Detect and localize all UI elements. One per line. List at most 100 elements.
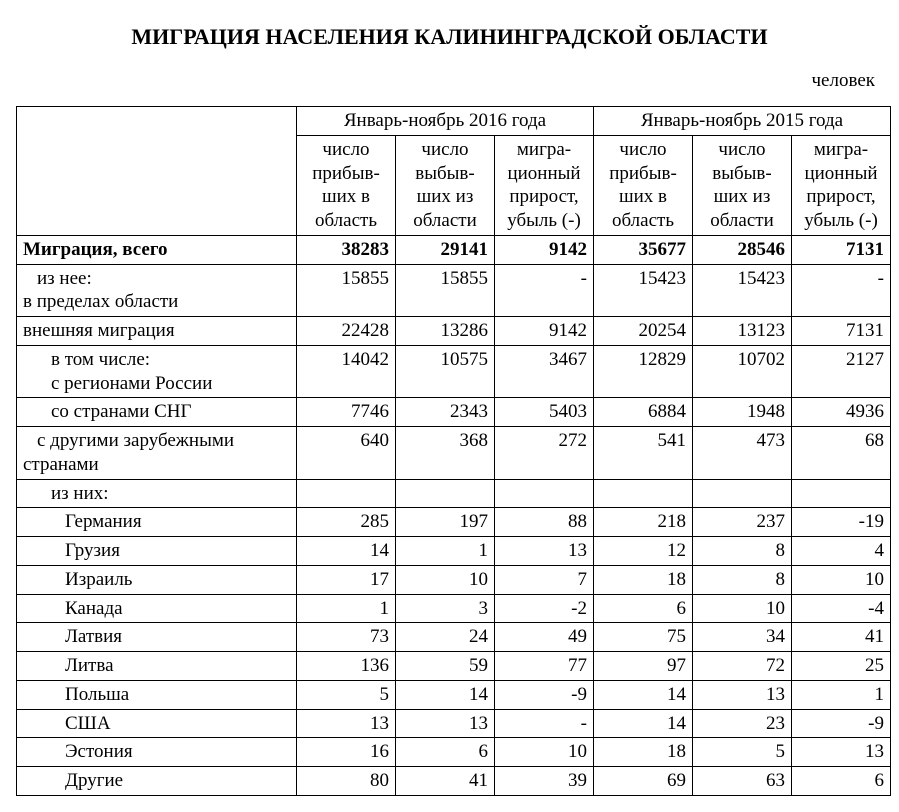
cell-d15: 28546 xyxy=(693,235,792,264)
cell-a15: 75 xyxy=(594,623,693,652)
cell-n15: -19 xyxy=(792,508,891,537)
cell-n16: 39 xyxy=(495,767,594,796)
cell-n16: 77 xyxy=(495,652,594,681)
cell-d15: 23 xyxy=(693,709,792,738)
cell-a15: 6 xyxy=(594,594,693,623)
row-label: Канада xyxy=(17,594,297,623)
table-row: Другие80413969636 xyxy=(17,767,891,796)
cell-d16: 10 xyxy=(396,565,495,594)
cell-a16: 5 xyxy=(297,680,396,709)
header-period-2016: Январь-ноябрь 2016 года xyxy=(297,107,594,136)
table-row: США1313-1423-9 xyxy=(17,709,891,738)
cell-a16: 13 xyxy=(297,709,396,738)
cell-n15: 6 xyxy=(792,767,891,796)
cell-a15: 35677 xyxy=(594,235,693,264)
table-row: из них: xyxy=(17,479,891,508)
cell-a15: 6884 xyxy=(594,398,693,427)
cell-n16: 7 xyxy=(495,565,594,594)
table-row: Польша514-914131 xyxy=(17,680,891,709)
cell-d16: 15855 xyxy=(396,264,495,317)
cell-d16: 6 xyxy=(396,738,495,767)
cell-a16: 136 xyxy=(297,652,396,681)
cell-d16: 13286 xyxy=(396,317,495,346)
cell-a16: 1 xyxy=(297,594,396,623)
header-departures-2015: число выбыв-ших из области xyxy=(693,135,792,235)
row-label: в том числе:с регионами России xyxy=(17,345,297,398)
cell-a16: 22428 xyxy=(297,317,396,346)
cell-a16: 640 xyxy=(297,427,396,480)
page-title: МИГРАЦИЯ НАСЕЛЕНИЯ КАЛИНИНГРАДСКОЙ ОБЛАС… xyxy=(16,24,883,50)
cell-a16 xyxy=(297,479,396,508)
cell-n15: 10 xyxy=(792,565,891,594)
cell-n15: 7131 xyxy=(792,317,891,346)
cell-d16: 368 xyxy=(396,427,495,480)
table-row: со странами СНГ774623435403688419484936 xyxy=(17,398,891,427)
cell-n16: - xyxy=(495,264,594,317)
cell-n16 xyxy=(495,479,594,508)
cell-a15: 541 xyxy=(594,427,693,480)
cell-n16: 10 xyxy=(495,738,594,767)
cell-n16: 5403 xyxy=(495,398,594,427)
row-label: Израиль xyxy=(17,565,297,594)
cell-n16: - xyxy=(495,709,594,738)
cell-d16: 14 xyxy=(396,680,495,709)
header-arrivals-2016: число прибыв-ших в область xyxy=(297,135,396,235)
cell-d16: 1 xyxy=(396,537,495,566)
cell-n16: -9 xyxy=(495,680,594,709)
table-row: Латвия732449753441 xyxy=(17,623,891,652)
cell-n15: -4 xyxy=(792,594,891,623)
row-label: Польша xyxy=(17,680,297,709)
cell-d15: 8 xyxy=(693,565,792,594)
cell-n16: -2 xyxy=(495,594,594,623)
cell-a16: 14 xyxy=(297,537,396,566)
cell-n16: 272 xyxy=(495,427,594,480)
table-body: Миграция, всего3828329141914235677285467… xyxy=(17,235,891,795)
cell-d16: 10575 xyxy=(396,345,495,398)
cell-a15: 18 xyxy=(594,738,693,767)
table-row: Канада13-2610-4 xyxy=(17,594,891,623)
header-departures-2016: число выбыв-ших из области xyxy=(396,135,495,235)
cell-a16: 38283 xyxy=(297,235,396,264)
cell-n15: 68 xyxy=(792,427,891,480)
row-label: Миграция, всего xyxy=(17,235,297,264)
table-row: Грузия141131284 xyxy=(17,537,891,566)
cell-a15: 97 xyxy=(594,652,693,681)
table-row: внешняя миграция224281328691422025413123… xyxy=(17,317,891,346)
table-header: Январь-ноябрь 2016 года Январь-ноябрь 20… xyxy=(17,107,891,236)
cell-n16: 13 xyxy=(495,537,594,566)
cell-a15 xyxy=(594,479,693,508)
cell-n16: 49 xyxy=(495,623,594,652)
cell-a16: 14042 xyxy=(297,345,396,398)
cell-a16: 17 xyxy=(297,565,396,594)
cell-d15 xyxy=(693,479,792,508)
row-label: Литва xyxy=(17,652,297,681)
cell-n16: 9142 xyxy=(495,317,594,346)
row-label: Германия xyxy=(17,508,297,537)
cell-a15: 15423 xyxy=(594,264,693,317)
cell-a15: 12829 xyxy=(594,345,693,398)
row-label: с другими зарубежными странами xyxy=(17,427,297,480)
cell-a15: 12 xyxy=(594,537,693,566)
cell-d16 xyxy=(396,479,495,508)
cell-a15: 18 xyxy=(594,565,693,594)
table-row: Миграция, всего3828329141914235677285467… xyxy=(17,235,891,264)
row-label: Другие xyxy=(17,767,297,796)
cell-d16: 2343 xyxy=(396,398,495,427)
cell-d16: 24 xyxy=(396,623,495,652)
cell-d16: 3 xyxy=(396,594,495,623)
cell-a15: 14 xyxy=(594,680,693,709)
cell-n15: 13 xyxy=(792,738,891,767)
header-period-2015: Январь-ноябрь 2015 года xyxy=(594,107,891,136)
row-label: со странами СНГ xyxy=(17,398,297,427)
table-row: в том числе:с регионами России1404210575… xyxy=(17,345,891,398)
header-blank xyxy=(17,107,297,236)
table-row: с другими зарубежными странами6403682725… xyxy=(17,427,891,480)
cell-n16: 9142 xyxy=(495,235,594,264)
cell-n15: 7131 xyxy=(792,235,891,264)
cell-n16: 3467 xyxy=(495,345,594,398)
table-row: Эстония1661018513 xyxy=(17,738,891,767)
table-row: Германия28519788218237-19 xyxy=(17,508,891,537)
cell-n15: 4 xyxy=(792,537,891,566)
row-label: из них: xyxy=(17,479,297,508)
cell-a16: 15855 xyxy=(297,264,396,317)
